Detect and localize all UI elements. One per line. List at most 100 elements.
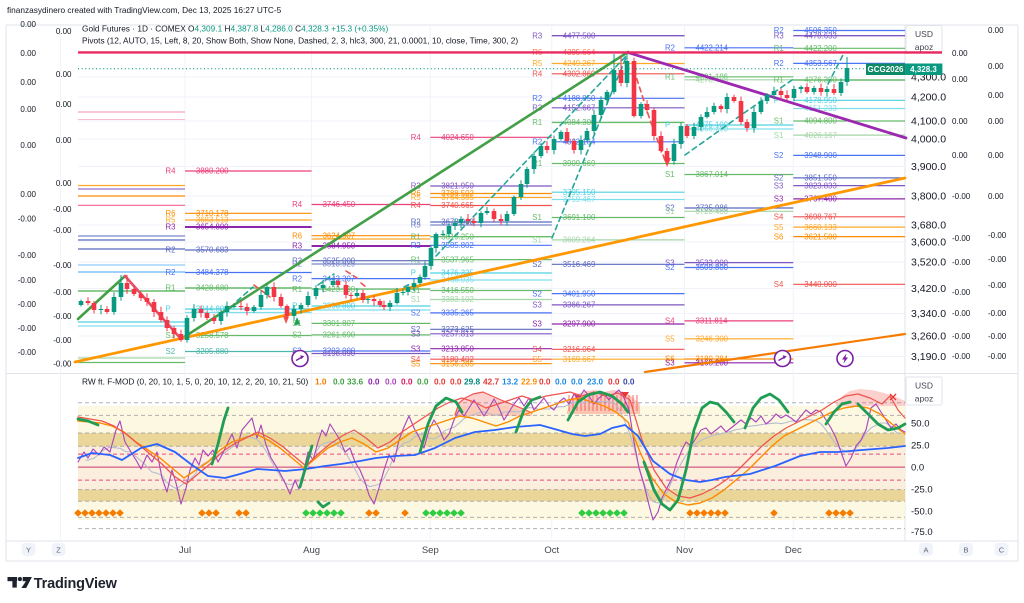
svg-text:-75.0: -75.0: [911, 527, 933, 538]
svg-text:-0.00: -0.00: [18, 300, 37, 309]
svg-text:3851.550: 3851.550: [804, 174, 837, 183]
svg-text:-0.00: -0.00: [952, 192, 971, 201]
svg-text:3788.502: 3788.502: [441, 189, 474, 198]
svg-text:-0.00: -0.00: [988, 231, 1007, 240]
svg-text:0.00: 0.00: [988, 62, 1004, 71]
svg-text:S3: S3: [665, 359, 675, 368]
svg-text:3440.000: 3440.000: [804, 280, 837, 289]
svg-text:S3: S3: [411, 344, 421, 353]
svg-text:3366.267: 3366.267: [563, 301, 596, 310]
svg-text:R1: R1: [532, 118, 542, 127]
svg-text:S2: S2: [665, 263, 675, 272]
svg-text:-0.00: -0.00: [988, 255, 1007, 264]
svg-text:4,100.0: 4,100.0: [911, 116, 946, 128]
svg-text:-0.00: -0.00: [53, 288, 72, 297]
svg-text:3533.900: 3533.900: [696, 258, 729, 267]
svg-text:R2: R2: [774, 26, 784, 35]
svg-text:S1: S1: [665, 207, 675, 216]
svg-text:3516.469: 3516.469: [563, 260, 596, 269]
svg-text:3691.100: 3691.100: [563, 213, 596, 222]
svg-text:P: P: [166, 305, 171, 314]
svg-text:Sep: Sep: [422, 545, 439, 556]
svg-text:0.0: 0.0: [333, 377, 345, 387]
svg-text:-0.00: -0.00: [988, 332, 1007, 341]
svg-text:3,800.0: 3,800.0: [911, 191, 946, 203]
svg-text:3180.284: 3180.284: [696, 355, 729, 364]
svg-text:3,900.0: 3,900.0: [911, 161, 946, 173]
svg-text:0.0: 0.0: [385, 377, 397, 387]
svg-text:0.00: 0.00: [20, 78, 36, 87]
svg-text:S3: S3: [665, 258, 675, 267]
svg-text:apoz: apoz: [915, 394, 933, 404]
svg-text:S4: S4: [774, 280, 784, 289]
svg-text:S4: S4: [774, 213, 784, 222]
svg-text:apoz: apoz: [915, 42, 933, 52]
svg-text:0.00: 0.00: [56, 27, 72, 36]
svg-text:3466.935: 3466.935: [441, 276, 474, 285]
svg-text:Pivots (12, AUTO, 15, Left, 8,: Pivots (12, AUTO, 15, Left, 8, 20, Show …: [82, 36, 518, 46]
svg-text:4278.488: 4278.488: [696, 76, 729, 85]
svg-text:P: P: [411, 269, 416, 278]
svg-text:3518.929: 3518.929: [323, 260, 356, 269]
svg-text:R3: R3: [411, 221, 421, 230]
svg-text:0.00: 0.00: [20, 20, 36, 29]
svg-text:S1: S1: [532, 236, 542, 245]
svg-text:3683.513: 3683.513: [196, 216, 229, 225]
svg-text:3678.063: 3678.063: [441, 218, 474, 227]
svg-text:0.00: 0.00: [988, 151, 1004, 160]
svg-text:S2: S2: [411, 325, 421, 334]
svg-text:R4: R4: [411, 133, 422, 142]
svg-text:22.9: 22.9: [521, 377, 538, 387]
svg-text:3710.178: 3710.178: [196, 209, 229, 218]
svg-text:S4: S4: [665, 317, 675, 326]
svg-text:4,000.0: 4,000.0: [911, 134, 946, 146]
svg-text:3344.800: 3344.800: [196, 305, 229, 314]
svg-text:R3: R3: [774, 31, 784, 40]
svg-text:Gold Futures · 1D · COMEX O4,: Gold Futures · 1D · COMEX O4,309.1 H4,38…: [82, 24, 389, 34]
svg-text:Jul: Jul: [179, 545, 191, 556]
svg-text:0.0: 0.0: [623, 377, 635, 387]
svg-text:50.0: 50.0: [911, 419, 930, 430]
svg-text:3401.950: 3401.950: [563, 289, 596, 298]
svg-text:Oct: Oct: [544, 545, 559, 556]
svg-text:3821.950: 3821.950: [441, 182, 474, 191]
svg-text:3443.307: 3443.307: [323, 274, 356, 283]
svg-text:P: P: [665, 121, 670, 130]
svg-text:TradingView: TradingView: [34, 576, 118, 592]
svg-text:S1: S1: [532, 213, 542, 222]
svg-text:0.00: 0.00: [20, 105, 36, 114]
svg-text:0.0: 0.0: [911, 463, 924, 474]
svg-text:S5: S5: [532, 355, 542, 364]
svg-text:0.0: 0.0: [368, 377, 380, 387]
svg-text:S1: S1: [166, 331, 176, 340]
svg-text:S5: S5: [774, 223, 784, 232]
svg-text:4276.300: 4276.300: [804, 76, 837, 85]
svg-text:3759.467: 3759.467: [563, 195, 596, 204]
svg-text:4,328.3: 4,328.3: [910, 65, 937, 74]
svg-text:R5: R5: [532, 59, 543, 68]
svg-text:4026.167: 4026.167: [804, 131, 837, 140]
svg-text:3273.625: 3273.625: [441, 325, 474, 334]
svg-text:R2: R2: [411, 241, 421, 250]
svg-text:S2: S2: [166, 347, 176, 356]
svg-text:0.0: 0.0: [608, 377, 620, 387]
svg-text:3619.250: 3619.250: [441, 232, 474, 241]
svg-text:S2: S2: [665, 204, 675, 213]
svg-text:S2: S2: [411, 309, 421, 318]
svg-text:0.00: 0.00: [952, 117, 968, 126]
svg-text:29.8: 29.8: [464, 377, 481, 387]
svg-text:-25.0: -25.0: [911, 485, 933, 496]
svg-text:-0.00: -0.00: [18, 251, 37, 260]
svg-text:3180.402: 3180.402: [441, 355, 474, 364]
svg-text:3735.986: 3735.986: [696, 204, 729, 213]
svg-text:3,420.0: 3,420.0: [911, 283, 946, 295]
svg-text:0.0: 0.0: [450, 377, 462, 387]
svg-text:-0.00: -0.00: [18, 215, 37, 224]
svg-text:3867.014: 3867.014: [696, 170, 729, 179]
svg-text:3213.850: 3213.850: [441, 344, 474, 353]
svg-text:R1: R1: [411, 255, 421, 264]
svg-text:3,260.0: 3,260.0: [911, 331, 946, 343]
svg-text:3584.950: 3584.950: [323, 242, 356, 251]
svg-text:R1: R1: [532, 159, 542, 168]
svg-text:-50.0: -50.0: [911, 507, 933, 518]
